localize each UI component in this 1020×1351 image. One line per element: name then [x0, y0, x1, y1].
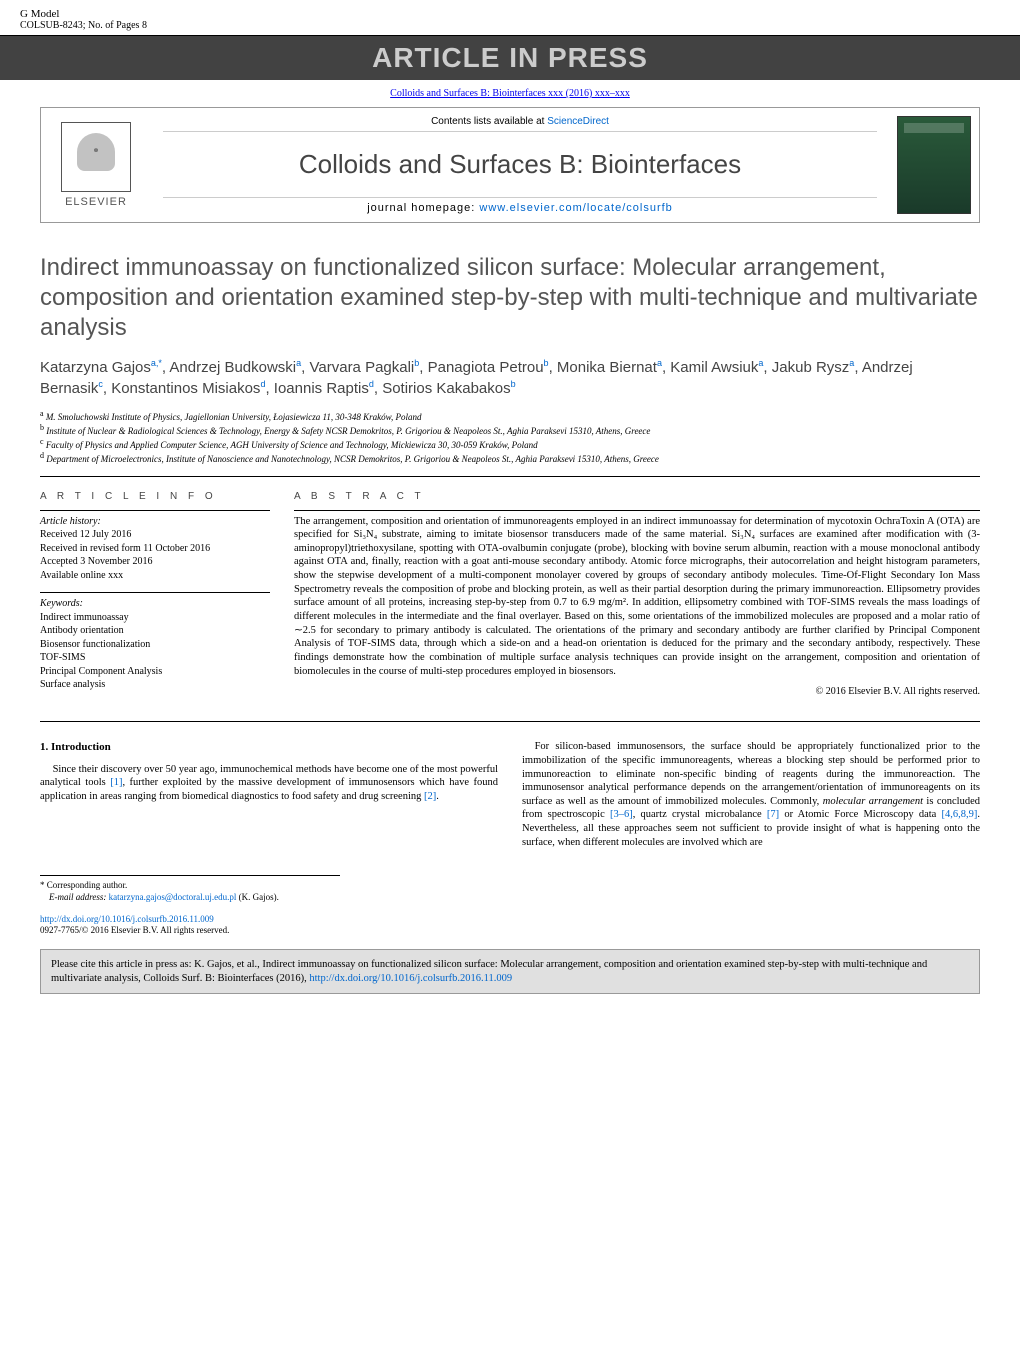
abstract-copyright: © 2016 Elsevier B.V. All rights reserved…: [294, 686, 980, 697]
email-link[interactable]: katarzyna.gajos@doctoral.uj.edu.pl: [109, 892, 237, 902]
ref-link-7[interactable]: [7]: [767, 809, 779, 820]
article-title: Indirect immunoassay on functionalized s…: [0, 223, 1020, 357]
email-suffix: (K. Gajos).: [236, 892, 279, 902]
sciencedirect-link[interactable]: ScienceDirect: [547, 116, 609, 127]
intro-paragraph-1: Since their discovery over 50 year ago, …: [40, 763, 498, 804]
affiliations-block: a M. Smoluchowski Institute of Physics, …: [0, 409, 1020, 476]
article-info-label: A R T I C L E I N F O: [40, 491, 270, 502]
homepage-prefix: journal homepage:: [367, 202, 479, 214]
issn-line: 0927-7765/© 2016 Elsevier B.V. All right…: [40, 925, 229, 935]
affiliation-line: a M. Smoluchowski Institute of Physics, …: [40, 409, 980, 423]
abstract-label: A B S T R A C T: [294, 491, 980, 502]
journal-center: Contents lists available at ScienceDirec…: [151, 108, 889, 222]
ref-number: COLSUB-8243; No. of Pages 8: [20, 20, 1000, 31]
journal-cover-icon: [897, 116, 971, 214]
article-info-column: A R T I C L E I N F O Article history: R…: [40, 491, 270, 698]
section-heading-intro: 1. Introduction: [40, 740, 498, 754]
doi-block: http://dx.doi.org/10.1016/j.colsurfb.201…: [40, 914, 980, 937]
history-label: Article history:: [40, 515, 270, 529]
p2-em: molecular arrangement: [823, 796, 923, 807]
elsevier-logo-block: ELSEVIER: [41, 108, 151, 222]
header-bar: G Model COLSUB-8243; No. of Pages 8: [0, 0, 1020, 36]
citation-box: Please cite this article in press as: K.…: [40, 949, 980, 994]
journal-ref-link[interactable]: Colloids and Surfaces B: Biointerfaces x…: [390, 88, 630, 99]
abstract-column: A B S T R A C T The arrangement, composi…: [294, 491, 980, 698]
p2-mid3: or Atomic Force Microscopy data: [779, 809, 941, 820]
email-line: E-mail address: katarzyna.gajos@doctoral…: [40, 892, 340, 904]
p2-mid2: , quartz crystal microbalance: [633, 809, 767, 820]
ref-link-4689[interactable]: [4,6,8,9]: [942, 809, 978, 820]
keyword-line: Indirect immunoassay: [40, 611, 270, 625]
ref-link-3-6[interactable]: [3–6]: [610, 809, 633, 820]
cover-thumbnail: [889, 108, 979, 222]
keyword-line: Biosensor functionalization: [40, 638, 270, 652]
corresponding-author-footnote: * Corresponding author. E-mail address: …: [40, 875, 340, 903]
keywords-label: Keywords:: [40, 597, 270, 611]
abstract-text: The arrangement, composition and orienta…: [294, 510, 980, 679]
keyword-line: Principal Component Analysis: [40, 665, 270, 679]
homepage-link[interactable]: www.elsevier.com/locate/colsurfb: [479, 202, 672, 214]
article-history: Article history: Received 12 July 2016Re…: [40, 510, 270, 583]
keyword-line: TOF-SIMS: [40, 651, 270, 665]
intro-paragraph-2: For silicon-based immunosensors, the sur…: [522, 740, 980, 849]
press-banner: ARTICLE IN PRESS: [0, 36, 1020, 80]
corr-author-line: * Corresponding author.: [40, 880, 340, 892]
p1-post: .: [436, 791, 439, 802]
journal-reference-line: Colloids and Surfaces B: Biointerfaces x…: [0, 80, 1020, 107]
history-line: Accepted 3 November 2016: [40, 555, 270, 569]
doi-link[interactable]: http://dx.doi.org/10.1016/j.colsurfb.201…: [40, 914, 214, 924]
journal-header-box: ELSEVIER Contents lists available at Sci…: [40, 107, 980, 223]
contents-prefix: Contents lists available at: [431, 116, 547, 127]
history-line: Received in revised form 11 October 2016: [40, 542, 270, 556]
affiliation-line: b Institute of Nuclear & Radiological Sc…: [40, 423, 980, 437]
g-model-label: G Model: [20, 8, 1000, 20]
keyword-line: Antibody orientation: [40, 624, 270, 638]
body-area: 1. Introduction Since their discovery ov…: [40, 721, 980, 853]
history-line: Available online xxx: [40, 569, 270, 583]
elsevier-tree-icon: [61, 122, 131, 192]
journal-name: Colloids and Surfaces B: Biointerfaces: [163, 135, 877, 194]
affiliation-line: c Faculty of Physics and Applied Compute…: [40, 437, 980, 451]
authors-line: Katarzyna Gajosa,*, Andrzej Budkowskia, …: [0, 357, 1020, 409]
keyword-line: Surface analysis: [40, 678, 270, 692]
cite-doi-link[interactable]: http://dx.doi.org/10.1016/j.colsurfb.201…: [309, 973, 512, 984]
affiliation-line: d Department of Microelectronics, Instit…: [40, 451, 980, 465]
homepage-line: journal homepage: www.elsevier.com/locat…: [163, 197, 877, 214]
ref-link-1[interactable]: [1]: [110, 777, 122, 788]
ref-link-2[interactable]: [2]: [424, 791, 436, 802]
history-line: Received 12 July 2016: [40, 528, 270, 542]
contents-line: Contents lists available at ScienceDirec…: [163, 116, 877, 132]
email-label: E-mail address:: [49, 892, 109, 902]
elsevier-label: ELSEVIER: [65, 196, 127, 208]
keywords-block: Keywords: Indirect immunoassayAntibody o…: [40, 592, 270, 692]
